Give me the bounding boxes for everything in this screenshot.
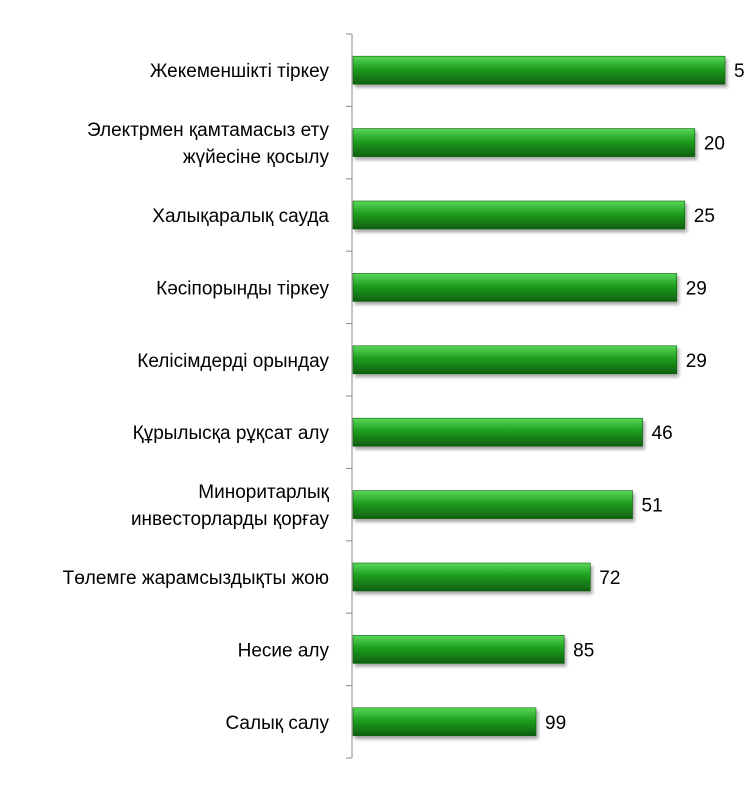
category-label: Миноритарлық [198,482,329,503]
value-label: 20 [704,134,725,155]
category-label: Халықаралық сауда [152,206,329,227]
category-label: Келісімдерді орындау [137,351,329,372]
bar [352,635,565,664]
value-label: 46 [652,423,673,444]
category-label: Несие алу [238,640,330,661]
value-label: 5 [734,61,745,82]
category-label: инвесторларды қорғау [131,509,330,530]
bar [352,128,696,157]
value-label: 72 [599,568,620,589]
category-label: Электрмен қамтамасыз ету [87,120,329,141]
category-label: Салық салу [226,713,330,734]
value-label: 29 [686,351,707,372]
value-label: 25 [694,206,715,227]
bar [352,345,678,375]
category-label: Жекеменшікті тіркеу [150,61,330,82]
value-label: 51 [642,496,663,517]
bar [352,707,537,737]
value-label: 85 [573,640,594,661]
value-labels: 5 20 25 29 29 46 51 72 85 99 [545,61,745,734]
value-label: 29 [686,278,707,299]
bars [352,55,726,737]
bar [352,273,678,302]
bar [352,562,591,592]
bar [352,55,726,85]
category-label: жүйесіне қосылу [183,147,330,168]
category-labels: Жекеменшікті тіркеу Электрмен қамтамасыз … [63,61,330,734]
y-axis [346,33,353,759]
category-label: Кәсіпорынды тіркеу [156,278,329,299]
bar [352,417,643,447]
bar [352,490,633,519]
value-label: 99 [545,713,566,734]
category-label: Құрылысқа рұқсат алу [133,423,330,444]
category-label: Төлемге жарамсыздықты жою [63,568,329,589]
bar [352,200,686,230]
